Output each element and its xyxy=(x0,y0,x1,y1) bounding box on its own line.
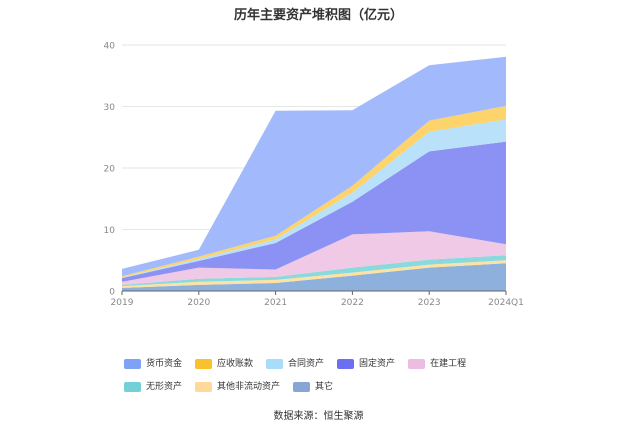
legend-swatch xyxy=(195,359,213,369)
legend-label: 货币资金 xyxy=(146,359,183,369)
legend-item[interactable]: 固定资产 xyxy=(337,358,395,370)
y-tick-label: 20 xyxy=(104,165,116,175)
legend-label: 固定资产 xyxy=(359,359,396,369)
x-tick-label: 2021 xyxy=(264,298,287,308)
y-tick-label: 0 xyxy=(109,288,115,298)
data-source: 数据来源：恒生聚源 xyxy=(273,411,364,422)
legend-swatch xyxy=(266,359,284,369)
legend-swatch xyxy=(293,382,311,392)
x-tick-label: 2023 xyxy=(418,298,441,308)
legend-item[interactable]: 其它 xyxy=(293,381,333,393)
legend-label: 在建工程 xyxy=(430,359,467,369)
area-series xyxy=(122,255,506,287)
area-series xyxy=(122,260,506,288)
legend-label: 其他非流动资产 xyxy=(217,382,281,392)
chart-title: 历年主要资产堆积图（亿元） xyxy=(233,8,403,23)
area-series xyxy=(122,105,506,278)
x-tick-label: 2022 xyxy=(341,298,364,308)
area-series xyxy=(122,141,506,282)
axes: 0 10 20 30 40 2019 2020 2021 2022 2023 2024Q1 xyxy=(104,42,524,309)
legend-label: 应收账款 xyxy=(217,359,254,369)
legend-swatch xyxy=(195,382,213,392)
legend-swatch xyxy=(124,359,141,369)
legend-swatch xyxy=(408,359,426,369)
stacked-area-chart: 0 10 20 30 40 2019 2020 2021 2022 2023 2024Q1 xyxy=(104,42,524,309)
legend-item[interactable]: 无形资产 xyxy=(124,381,182,393)
area-series xyxy=(122,263,506,291)
legend-item[interactable]: 合同资产 xyxy=(266,358,324,370)
y-tick-label: 10 xyxy=(104,226,116,236)
legend-label: 其它 xyxy=(315,382,334,392)
x-tick-label: 2024Q1 xyxy=(488,298,524,308)
legend-item[interactable]: 应收账款 xyxy=(195,358,253,370)
legend-item[interactable]: 货币资金 xyxy=(124,358,182,370)
legend-item[interactable]: 其他非流动资产 xyxy=(195,381,280,393)
area-series xyxy=(122,231,506,285)
area-series xyxy=(122,119,506,279)
legend-swatch xyxy=(337,359,355,369)
x-tick-label: 2020 xyxy=(187,298,210,308)
area-series xyxy=(122,56,506,277)
legend-swatch xyxy=(124,382,141,392)
x-tick-label: 2019 xyxy=(111,298,134,308)
y-tick-label: 30 xyxy=(104,103,116,113)
area-series xyxy=(122,56,506,291)
legend-item[interactable]: 在建工程 xyxy=(408,358,466,370)
legend-label: 无形资产 xyxy=(146,382,183,392)
y-tick-label: 40 xyxy=(104,42,116,52)
chart-legend: 货币资金 应收账款 合同资产 固定资产 在建工程无形资产 其他非流动资产 其它 xyxy=(124,354,544,400)
legend-label: 合同资产 xyxy=(288,359,325,369)
